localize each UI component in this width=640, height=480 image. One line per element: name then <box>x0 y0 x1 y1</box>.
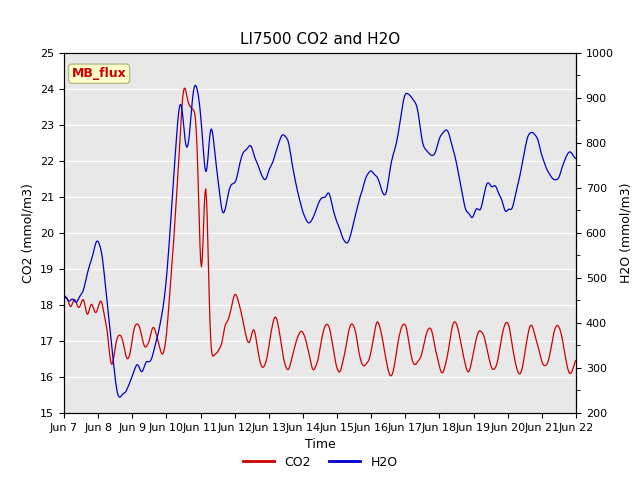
X-axis label: Time: Time <box>305 438 335 451</box>
H2O <box>116 394 124 400</box>
H2O <box>123 387 131 393</box>
CO2 <box>122 353 130 359</box>
CO2 <box>180 85 188 91</box>
H2O <box>191 83 199 88</box>
CO2 <box>383 360 390 365</box>
CO2 <box>174 171 182 177</box>
H2O <box>572 156 580 161</box>
H2O <box>175 110 182 116</box>
Line: H2O: H2O <box>64 85 576 397</box>
H2O <box>383 185 391 191</box>
CO2 <box>399 323 406 329</box>
Y-axis label: CO2 (mmol/m3): CO2 (mmol/m3) <box>22 183 35 283</box>
H2O <box>60 293 68 299</box>
Text: MB_flux: MB_flux <box>72 67 127 80</box>
Line: CO2: CO2 <box>64 88 576 376</box>
CO2 <box>202 186 209 192</box>
H2O <box>399 105 406 110</box>
Y-axis label: H2O (mmol/m3): H2O (mmol/m3) <box>620 182 632 283</box>
H2O <box>203 168 211 174</box>
CO2 <box>572 358 580 363</box>
H2O <box>69 297 77 302</box>
Legend: CO2, H2O: CO2, H2O <box>237 451 403 474</box>
CO2 <box>69 298 77 304</box>
Title: LI7500 CO2 and H2O: LI7500 CO2 and H2O <box>240 33 400 48</box>
CO2 <box>387 373 395 379</box>
CO2 <box>60 296 68 302</box>
